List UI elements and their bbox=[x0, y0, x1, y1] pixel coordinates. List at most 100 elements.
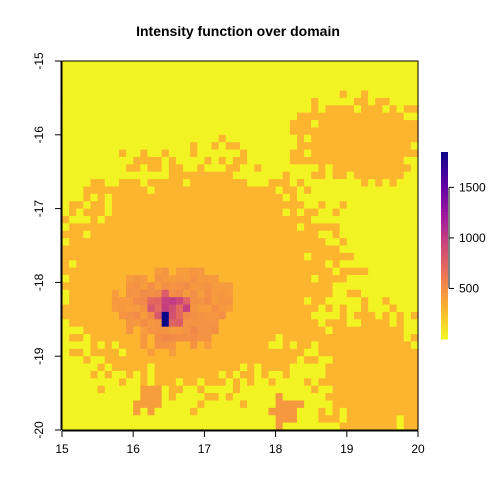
heatmap-cell bbox=[183, 260, 191, 269]
heatmap-cell bbox=[396, 61, 405, 69]
heatmap-cell bbox=[218, 407, 227, 416]
heatmap-cell bbox=[204, 238, 213, 247]
heatmap-cell bbox=[218, 238, 227, 247]
heatmap-cell bbox=[311, 171, 319, 180]
heatmap-cell bbox=[275, 282, 284, 291]
heatmap-cell bbox=[254, 267, 262, 276]
heatmap-cell bbox=[183, 97, 191, 106]
heatmap-cell bbox=[375, 267, 383, 276]
heatmap-cell bbox=[232, 400, 241, 409]
heatmap-cell bbox=[396, 230, 405, 239]
heatmap-cell bbox=[69, 171, 77, 180]
heatmap-cell bbox=[76, 334, 84, 343]
heatmap-cell bbox=[353, 385, 362, 394]
heatmap-cell bbox=[83, 415, 92, 424]
heatmap-cell bbox=[339, 260, 348, 269]
colorbar-segment bbox=[441, 217, 448, 222]
heatmap-cell bbox=[311, 215, 319, 224]
heatmap-cell bbox=[403, 415, 412, 424]
heatmap-cell bbox=[69, 415, 77, 424]
heatmap-cell bbox=[275, 422, 284, 431]
heatmap-cell bbox=[282, 289, 291, 298]
heatmap-cell bbox=[183, 208, 191, 217]
heatmap-cell bbox=[318, 75, 327, 84]
heatmap-cell bbox=[76, 356, 84, 365]
heatmap-cell bbox=[268, 97, 277, 106]
heatmap-cell bbox=[282, 193, 291, 202]
heatmap-cell bbox=[147, 127, 156, 136]
heatmap-cell bbox=[389, 238, 398, 247]
heatmap-cell bbox=[254, 90, 262, 99]
heatmap-cell bbox=[97, 385, 106, 394]
heatmap-cell bbox=[161, 134, 170, 143]
colorbar-segment bbox=[441, 310, 448, 315]
heatmap-cell bbox=[282, 68, 291, 77]
heatmap-cell bbox=[211, 68, 220, 77]
heatmap-cell bbox=[332, 289, 341, 298]
heatmap-cell bbox=[111, 311, 120, 320]
heatmap-cell bbox=[83, 120, 92, 129]
heatmap-cell bbox=[90, 215, 99, 224]
heatmap-cell bbox=[225, 223, 234, 232]
heatmap-cell bbox=[268, 75, 277, 84]
heatmap-cell bbox=[304, 186, 312, 195]
heatmap-cell bbox=[232, 201, 241, 210]
heatmap-cell bbox=[211, 407, 220, 416]
heatmap-cell bbox=[90, 400, 99, 409]
heatmap-cell bbox=[375, 127, 383, 136]
heatmap-cell bbox=[62, 208, 70, 217]
heatmap-cell bbox=[133, 422, 141, 431]
heatmap-cell bbox=[218, 223, 227, 232]
heatmap-cell bbox=[183, 61, 191, 69]
heatmap-cell bbox=[76, 127, 84, 136]
heatmap-cell bbox=[361, 61, 369, 69]
heatmap-cell bbox=[289, 156, 298, 165]
heatmap-cell bbox=[410, 193, 419, 202]
heatmap-cell bbox=[375, 164, 383, 173]
heatmap-cell bbox=[211, 134, 220, 143]
heatmap-cell bbox=[97, 341, 106, 350]
heatmap-cell bbox=[147, 90, 156, 99]
heatmap-cell bbox=[403, 282, 412, 291]
heatmap-cell bbox=[240, 275, 248, 283]
heatmap-cell bbox=[396, 334, 405, 343]
heatmap-cell bbox=[118, 422, 127, 431]
heatmap-cell bbox=[76, 134, 84, 143]
heatmap-cell bbox=[240, 267, 248, 276]
heatmap-cell bbox=[375, 400, 383, 409]
colorbar-segment bbox=[441, 223, 448, 228]
heatmap-cell bbox=[304, 164, 312, 173]
heatmap-cell bbox=[268, 105, 277, 114]
heatmap-cell bbox=[268, 385, 277, 394]
heatmap-cell bbox=[140, 156, 149, 165]
heatmap-cell bbox=[361, 252, 369, 261]
heatmap-cell bbox=[111, 260, 120, 269]
heatmap-cell bbox=[254, 297, 262, 306]
heatmap-cell bbox=[161, 208, 170, 217]
heatmap-cell bbox=[225, 282, 234, 291]
heatmap-cell bbox=[168, 400, 177, 409]
heatmap-cell bbox=[389, 179, 398, 188]
heatmap-cell bbox=[204, 282, 213, 291]
heatmap-cell bbox=[375, 120, 383, 129]
heatmap-cell bbox=[311, 252, 319, 261]
heatmap-cell bbox=[90, 164, 99, 173]
heatmap-cell bbox=[154, 267, 163, 276]
heatmap-cell bbox=[318, 319, 327, 328]
heatmap-cell bbox=[382, 341, 391, 350]
heatmap-cell bbox=[403, 363, 412, 372]
heatmap-cell bbox=[296, 156, 305, 165]
heatmap-cell bbox=[361, 304, 369, 313]
heatmap-cell bbox=[175, 186, 184, 195]
heatmap-cell bbox=[275, 75, 284, 84]
heatmap-cell bbox=[126, 400, 134, 409]
heatmap-cell bbox=[133, 407, 141, 416]
heatmap-cell bbox=[62, 201, 70, 210]
heatmap-cell bbox=[140, 179, 149, 188]
heatmap-cell bbox=[111, 193, 120, 202]
colorbar-segment bbox=[441, 173, 448, 178]
heatmap-cell bbox=[90, 238, 99, 247]
heatmap-cell bbox=[69, 105, 77, 114]
heatmap-cell bbox=[368, 230, 376, 239]
heatmap-cell bbox=[261, 164, 270, 173]
